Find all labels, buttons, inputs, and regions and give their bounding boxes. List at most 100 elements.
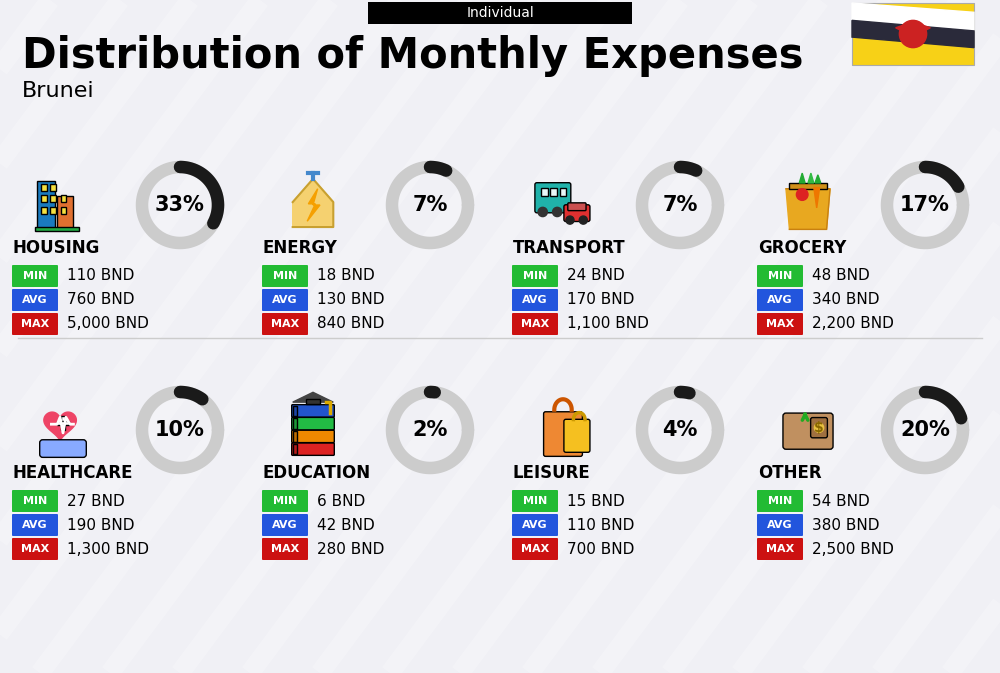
Text: 840 BND: 840 BND	[317, 316, 384, 332]
Text: 5,000 BND: 5,000 BND	[67, 316, 149, 332]
Polygon shape	[799, 173, 805, 183]
Polygon shape	[815, 175, 821, 183]
FancyBboxPatch shape	[512, 289, 558, 311]
FancyBboxPatch shape	[61, 415, 65, 430]
Text: MAX: MAX	[521, 544, 549, 554]
Text: 110 BND: 110 BND	[67, 269, 134, 283]
FancyBboxPatch shape	[306, 398, 320, 404]
FancyBboxPatch shape	[262, 289, 308, 311]
Circle shape	[814, 423, 824, 432]
Text: HEALTHCARE: HEALTHCARE	[13, 464, 134, 482]
Polygon shape	[896, 23, 910, 31]
Text: 130 BND: 130 BND	[317, 293, 384, 308]
FancyBboxPatch shape	[293, 431, 297, 441]
Text: 700 BND: 700 BND	[567, 542, 634, 557]
FancyBboxPatch shape	[512, 490, 558, 512]
Text: 54 BND: 54 BND	[812, 493, 870, 509]
FancyBboxPatch shape	[512, 538, 558, 560]
FancyBboxPatch shape	[35, 227, 79, 231]
FancyBboxPatch shape	[41, 184, 47, 190]
Text: AVG: AVG	[272, 295, 298, 305]
Circle shape	[538, 207, 547, 217]
FancyBboxPatch shape	[293, 406, 297, 416]
Text: 15 BND: 15 BND	[567, 493, 625, 509]
Text: TRANSPORT: TRANSPORT	[513, 239, 626, 257]
Text: MAX: MAX	[21, 544, 49, 554]
FancyBboxPatch shape	[757, 313, 803, 335]
FancyBboxPatch shape	[40, 439, 86, 458]
Polygon shape	[293, 179, 333, 227]
FancyBboxPatch shape	[262, 538, 308, 560]
Text: MAX: MAX	[21, 319, 49, 329]
Text: 33%: 33%	[155, 195, 205, 215]
Text: MIN: MIN	[768, 271, 792, 281]
Text: 760 BND: 760 BND	[67, 293, 134, 308]
FancyBboxPatch shape	[12, 313, 58, 335]
Text: 48 BND: 48 BND	[812, 269, 870, 283]
Text: 10%: 10%	[155, 420, 205, 440]
FancyBboxPatch shape	[512, 313, 558, 335]
Polygon shape	[852, 3, 974, 31]
Text: ENERGY: ENERGY	[263, 239, 338, 257]
Polygon shape	[814, 188, 820, 208]
Polygon shape	[916, 23, 930, 31]
Text: Individual: Individual	[466, 6, 534, 20]
Text: HOUSING: HOUSING	[13, 239, 100, 257]
Polygon shape	[293, 392, 333, 402]
FancyBboxPatch shape	[262, 265, 308, 287]
Polygon shape	[808, 173, 814, 183]
FancyBboxPatch shape	[292, 443, 334, 456]
Text: LEISURE: LEISURE	[513, 464, 591, 482]
Circle shape	[579, 216, 587, 224]
FancyBboxPatch shape	[50, 184, 56, 190]
FancyBboxPatch shape	[292, 404, 334, 417]
Polygon shape	[852, 20, 974, 48]
FancyBboxPatch shape	[757, 289, 803, 311]
FancyBboxPatch shape	[560, 188, 566, 197]
FancyBboxPatch shape	[292, 430, 334, 443]
FancyBboxPatch shape	[544, 412, 582, 456]
Text: MIN: MIN	[23, 496, 47, 506]
FancyBboxPatch shape	[564, 419, 590, 452]
Text: AVG: AVG	[522, 520, 548, 530]
FancyBboxPatch shape	[564, 205, 590, 221]
FancyBboxPatch shape	[37, 180, 55, 229]
FancyBboxPatch shape	[512, 514, 558, 536]
Text: AVG: AVG	[22, 520, 48, 530]
FancyBboxPatch shape	[12, 490, 58, 512]
Text: 190 BND: 190 BND	[67, 518, 134, 532]
Text: MAX: MAX	[766, 544, 794, 554]
FancyBboxPatch shape	[293, 444, 297, 454]
Text: 2%: 2%	[412, 420, 448, 440]
FancyBboxPatch shape	[757, 265, 803, 287]
Text: AVG: AVG	[22, 295, 48, 305]
FancyBboxPatch shape	[262, 514, 308, 536]
FancyBboxPatch shape	[50, 207, 56, 214]
Text: Brunei: Brunei	[22, 81, 95, 101]
Circle shape	[908, 22, 918, 32]
FancyBboxPatch shape	[368, 2, 632, 24]
Text: 2,200 BND: 2,200 BND	[812, 316, 894, 332]
Text: 6 BND: 6 BND	[317, 493, 365, 509]
Text: 1,100 BND: 1,100 BND	[567, 316, 649, 332]
FancyBboxPatch shape	[293, 419, 297, 429]
Text: MIN: MIN	[273, 271, 297, 281]
Text: MIN: MIN	[273, 496, 297, 506]
Circle shape	[566, 216, 574, 224]
Circle shape	[553, 207, 562, 217]
FancyBboxPatch shape	[262, 490, 308, 512]
Text: 17%: 17%	[900, 195, 950, 215]
FancyBboxPatch shape	[541, 188, 548, 197]
Text: 7%: 7%	[662, 195, 698, 215]
FancyBboxPatch shape	[12, 289, 58, 311]
Text: 380 BND: 380 BND	[812, 518, 880, 532]
FancyBboxPatch shape	[61, 207, 66, 214]
Text: 110 BND: 110 BND	[567, 518, 634, 532]
Text: MAX: MAX	[521, 319, 549, 329]
Text: 24 BND: 24 BND	[567, 269, 625, 283]
Text: MAX: MAX	[271, 319, 299, 329]
FancyBboxPatch shape	[811, 417, 827, 438]
Text: AVG: AVG	[767, 295, 793, 305]
Text: OTHER: OTHER	[758, 464, 822, 482]
Circle shape	[899, 20, 927, 48]
